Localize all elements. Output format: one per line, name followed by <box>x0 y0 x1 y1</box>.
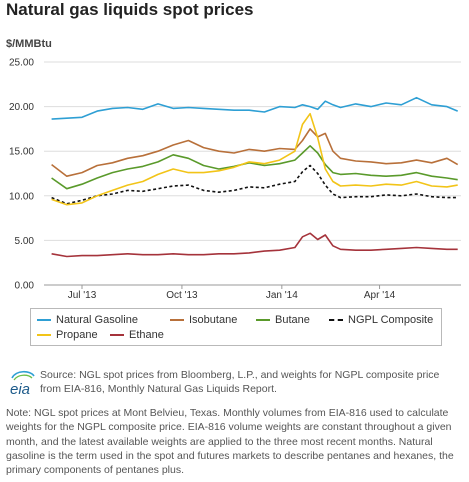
legend-label: Butane <box>275 314 310 326</box>
source-text: Source: NGL spot prices from Bloomberg, … <box>40 369 440 395</box>
legend-swatch <box>110 334 124 336</box>
y-tick-label: 25.00 <box>9 58 34 69</box>
y-axis-ticks: 0.00 5.00 10.00 15.00 20.00 25.00 <box>9 58 34 292</box>
y-tick-label: 20.00 <box>9 102 34 113</box>
series-lines <box>51 96 459 258</box>
y-tick-label: 5.00 <box>15 236 35 247</box>
y-tick-label: 15.00 <box>9 147 34 158</box>
y-axis-unit: $/MMBtu <box>6 38 52 50</box>
legend-swatch <box>37 319 51 321</box>
legend-label: Natural Gasoline <box>56 314 138 326</box>
legend-item-propane[interactable]: Propane <box>37 329 98 341</box>
eia-logo: eia <box>10 370 35 398</box>
legend-label: Ethane <box>129 329 164 341</box>
x-tick-label: Apr '14 <box>364 290 396 300</box>
x-tick-label: Jan '14 <box>266 290 298 300</box>
page-title: Natural gas liquids spot prices <box>6 0 254 19</box>
series-line-ngpl-composite <box>51 164 458 205</box>
legend-swatch <box>256 319 270 321</box>
y-tick-label: 0.00 <box>15 281 35 292</box>
legend-swatch <box>329 319 343 321</box>
legend-label: Propane <box>56 329 98 341</box>
legend-label: NGPL Composite <box>348 314 434 326</box>
x-axis-ticks: Jul '13 Oct '13 Jan '14 Apr '14 <box>68 285 396 300</box>
series-line-propane <box>51 112 458 206</box>
legend-swatch <box>170 319 184 321</box>
series-line-isobutane <box>51 128 459 177</box>
legend-item-ethane[interactable]: Ethane <box>110 329 164 341</box>
x-tick-label: Oct '13 <box>166 290 198 300</box>
note-text: Note: NGL spot prices at Mont Belvieu, T… <box>6 407 454 477</box>
legend-label: Isobutane <box>189 314 238 326</box>
chart-legend: Natural Gasoline Isobutane Butane NGPL C… <box>30 308 442 346</box>
svg-text:eia: eia <box>10 381 30 398</box>
line-chart: 0.00 5.00 10.00 15.00 20.00 25.00 Jul '13 Oct … <box>9 58 461 300</box>
legend-item-butane[interactable]: Butane <box>256 314 310 326</box>
series-line-natural-gasoline <box>51 96 459 120</box>
series-line-butane <box>51 145 458 190</box>
legend-item-natural-gasoline[interactable]: Natural Gasoline <box>37 314 138 326</box>
x-tick-label: Jul '13 <box>68 290 97 300</box>
legend-item-isobutane[interactable]: Isobutane <box>170 314 237 326</box>
series-line-ethane <box>51 232 458 258</box>
legend-swatch <box>37 334 51 336</box>
legend-item-ngpl-composite[interactable]: NGPL Composite <box>329 314 433 326</box>
y-tick-label: 10.00 <box>9 191 34 202</box>
chart-grid <box>44 61 461 286</box>
